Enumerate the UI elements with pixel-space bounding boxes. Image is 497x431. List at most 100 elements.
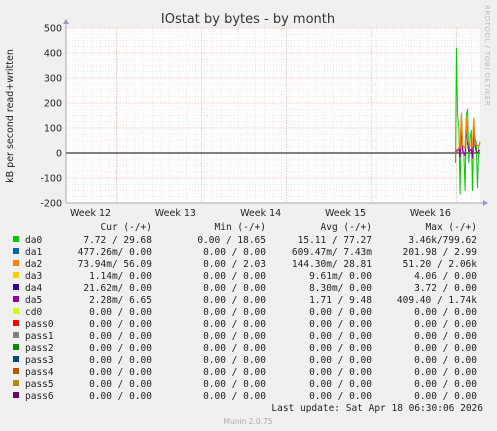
legend-swatch-da3 xyxy=(13,272,19,278)
legend-min-value: 0.00 / 0.00 xyxy=(203,391,266,402)
legend-avg-value: 8.30m/ 0.00 xyxy=(309,283,372,294)
legend-name: pass0 xyxy=(25,319,54,330)
x-axis-arrow xyxy=(483,200,488,206)
legend-name: da0 xyxy=(25,235,42,246)
legend-avg-value: 0.00 / 0.00 xyxy=(309,319,372,330)
legend-name: pass5 xyxy=(25,379,54,390)
legend-min-value: 0.00 / 18.65 xyxy=(197,235,266,246)
legend-swatch-da4 xyxy=(13,284,19,290)
legend-avg-value: 0.00 / 0.00 xyxy=(309,307,372,318)
legend-name: pass6 xyxy=(25,391,54,402)
legend-avg-value: 0.00 / 0.00 xyxy=(309,391,372,402)
legend-cur-value: 0.00 / 0.00 xyxy=(89,355,152,366)
legend-max-value: 201.98 / 2.99 xyxy=(403,247,478,258)
legend-avg-value: 0.00 / 0.00 xyxy=(309,367,372,378)
legend-min-value: 0.00 / 0.00 xyxy=(203,355,266,366)
legend-swatch-pass6 xyxy=(13,392,19,398)
legend-avg-value: 0.00 / 0.00 xyxy=(309,355,372,366)
legend-swatch-da2 xyxy=(13,260,19,266)
legend-max-value: 51.20 / 2.06k xyxy=(403,259,478,270)
legend-max-value: 4.06 / 0.00 xyxy=(414,271,477,282)
legend-cur-value: 0.00 / 0.00 xyxy=(89,331,152,342)
legend-cur-value: 0.00 / 0.00 xyxy=(89,307,152,318)
legend-cur-value: 0.00 / 0.00 xyxy=(89,379,152,390)
y-tick-label: 0 xyxy=(56,149,62,160)
legend-max-value: 0.00 / 0.00 xyxy=(414,331,477,342)
legend-cur-value: 0.00 / 0.00 xyxy=(89,391,152,402)
last-update: Last update: Sat Apr 18 06:30:06 2026 xyxy=(271,403,483,414)
legend-swatch-pass5 xyxy=(13,380,19,386)
legend-swatch-da1 xyxy=(13,248,19,254)
legend-cur-value: 2.28m/ 6.65 xyxy=(89,295,152,306)
legend-swatch-pass4 xyxy=(13,368,19,374)
legend-cur-value: 0.00 / 0.00 xyxy=(89,319,152,330)
legend-avg-value: 144.30m/ 28.81 xyxy=(292,259,372,270)
legend-avg-value: 1.71 / 9.48 xyxy=(309,295,372,306)
legend-swatch-pass3 xyxy=(13,356,19,362)
legend-min-value: 0.00 / 0.00 xyxy=(203,379,266,390)
legend-name: da5 xyxy=(25,295,42,306)
x-tick-label: Week 12 xyxy=(70,208,111,219)
legend-avg-value: 609.47m/ 7.43m xyxy=(292,247,372,258)
legend-avg-value: 0.00 / 0.00 xyxy=(309,379,372,390)
legend-name: da4 xyxy=(25,283,42,294)
y-axis-arrow xyxy=(63,19,69,24)
rrdtool-credit: RRDTOOL / TOBI OETIKER xyxy=(483,5,491,106)
legend-min-value: 0.00 / 0.00 xyxy=(203,307,266,318)
y-tick-label: 300 xyxy=(44,74,62,85)
y-tick-label: 200 xyxy=(44,99,62,110)
y-axis-label: kB per second read+written xyxy=(5,49,16,183)
legend-column-header: Avg (-/+) xyxy=(321,222,372,233)
y-tick-label: 500 xyxy=(44,24,62,35)
legend-name: da1 xyxy=(25,247,42,258)
legend-max-value: 0.00 / 0.00 xyxy=(414,319,477,330)
y-tick-label: -100 xyxy=(40,174,62,185)
legend-min-value: 0.00 / 0.00 xyxy=(203,331,266,342)
y-tick-label: 400 xyxy=(44,49,62,60)
legend-name: pass4 xyxy=(25,367,54,378)
legend-swatch-da5 xyxy=(13,296,19,302)
legend-avg-value: 0.00 / 0.00 xyxy=(309,343,372,354)
legend-swatch-da0 xyxy=(13,236,19,242)
legend-cur-value: 73.94m/ 56.09 xyxy=(78,259,153,270)
legend-max-value: 3.46k/799.62 xyxy=(408,235,477,246)
legend-cur-value: 0.00 / 0.00 xyxy=(89,367,152,378)
legend-swatch-cd0 xyxy=(13,308,19,314)
legend-cur-value: 21.62m/ 0.00 xyxy=(83,283,152,294)
legend-min-value: 0.00 / 2.03 xyxy=(203,259,266,270)
legend-max-value: 409.40 / 1.74k xyxy=(397,295,477,306)
legend-min-value: 0.00 / 0.00 xyxy=(203,319,266,330)
y-tick-label: 100 xyxy=(44,124,62,135)
legend-max-value: 0.00 / 0.00 xyxy=(414,307,477,318)
legend-name: da3 xyxy=(25,271,42,282)
legend-min-value: 0.00 / 0.00 xyxy=(203,271,266,282)
legend-cur-value: 0.00 / 0.00 xyxy=(89,343,152,354)
legend-max-value: 0.00 / 0.00 xyxy=(414,379,477,390)
legend-avg-value: 15.11 / 77.27 xyxy=(298,235,372,246)
legend: Cur (-/+) Min (-/+) Avg (-/+) Max (-/+) da0 7… xyxy=(13,222,477,402)
legend-name: pass1 xyxy=(25,331,54,342)
legend-max-value: 3.72 / 0.00 xyxy=(414,283,477,294)
legend-name: pass3 xyxy=(25,355,54,366)
x-tick-label: Week 14 xyxy=(240,208,281,219)
legend-max-value: 0.00 / 0.00 xyxy=(414,355,477,366)
axes: -200 -100 0 100 200 300 400 500 Week 12 Week 13 We… xyxy=(40,19,488,219)
legend-min-value: 0.00 / 0.00 xyxy=(203,367,266,378)
legend-cur-value: 477.26m/ 0.00 xyxy=(78,247,153,258)
legend-cur-value: 1.14m/ 0.00 xyxy=(89,271,152,282)
legend-name: da2 xyxy=(25,259,42,270)
legend-column-header: Max (-/+) xyxy=(426,222,477,233)
legend-avg-value: 0.00 / 0.00 xyxy=(309,331,372,342)
x-tick-label: Week 16 xyxy=(410,208,451,219)
legend-max-value: 0.00 / 0.00 xyxy=(414,343,477,354)
legend-cur-value: 7.72 / 29.68 xyxy=(83,235,152,246)
series-line-da5 xyxy=(455,119,481,159)
legend-swatch-pass0 xyxy=(13,320,19,326)
legend-min-value: 0.00 / 0.00 xyxy=(203,247,266,258)
legend-name: cd0 xyxy=(25,307,42,318)
grid xyxy=(65,27,481,204)
legend-min-value: 0.00 / 0.00 xyxy=(203,295,266,306)
legend-avg-value: 9.61m/ 0.00 xyxy=(309,271,372,282)
legend-swatch-pass1 xyxy=(13,332,19,338)
